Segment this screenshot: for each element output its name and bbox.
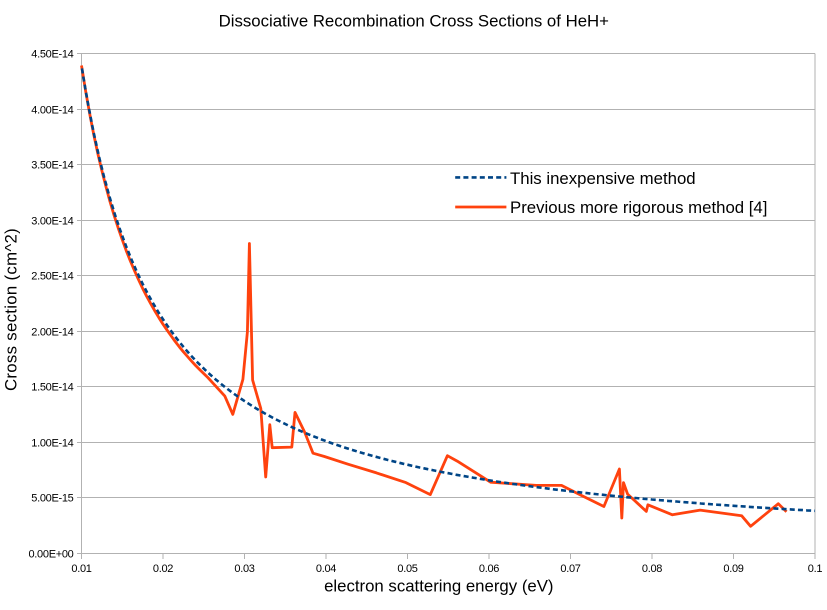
svg-text:2.50E-14: 2.50E-14 [31, 270, 73, 282]
svg-text:2.00E-14: 2.00E-14 [31, 326, 73, 338]
svg-text:Cross section (cm^2): Cross section (cm^2) [2, 228, 21, 391]
svg-text:electron scattering energy (eV: electron scattering energy (eV) [324, 577, 553, 596]
svg-text:0.04: 0.04 [316, 563, 336, 575]
svg-text:0.08: 0.08 [642, 563, 662, 575]
svg-text:0.03: 0.03 [234, 563, 254, 575]
svg-text:0.02: 0.02 [153, 563, 173, 575]
svg-text:0.07: 0.07 [560, 563, 580, 575]
svg-text:0.06: 0.06 [479, 563, 499, 575]
svg-text:0.09: 0.09 [723, 563, 743, 575]
svg-text:0.01: 0.01 [71, 563, 91, 575]
svg-text:3.50E-14: 3.50E-14 [31, 159, 73, 171]
svg-text:3.00E-14: 3.00E-14 [31, 215, 73, 227]
svg-text:5.00E-15: 5.00E-15 [31, 492, 73, 504]
svg-text:Dissociative Recombination Cro: Dissociative Recombination Cross Section… [219, 12, 609, 31]
svg-text:4.00E-14: 4.00E-14 [31, 104, 73, 116]
svg-text:Previous more rigorous method: Previous more rigorous method [4] [510, 198, 767, 217]
svg-text:1.50E-14: 1.50E-14 [31, 381, 73, 393]
svg-text:0.1: 0.1 [808, 563, 823, 575]
svg-text:1.00E-14: 1.00E-14 [31, 437, 73, 449]
svg-text:0.05: 0.05 [397, 563, 417, 575]
svg-text:This inexpensive method: This inexpensive method [510, 169, 696, 188]
svg-text:0.00E+00: 0.00E+00 [28, 548, 73, 560]
svg-text:4.50E-14: 4.50E-14 [31, 48, 73, 60]
